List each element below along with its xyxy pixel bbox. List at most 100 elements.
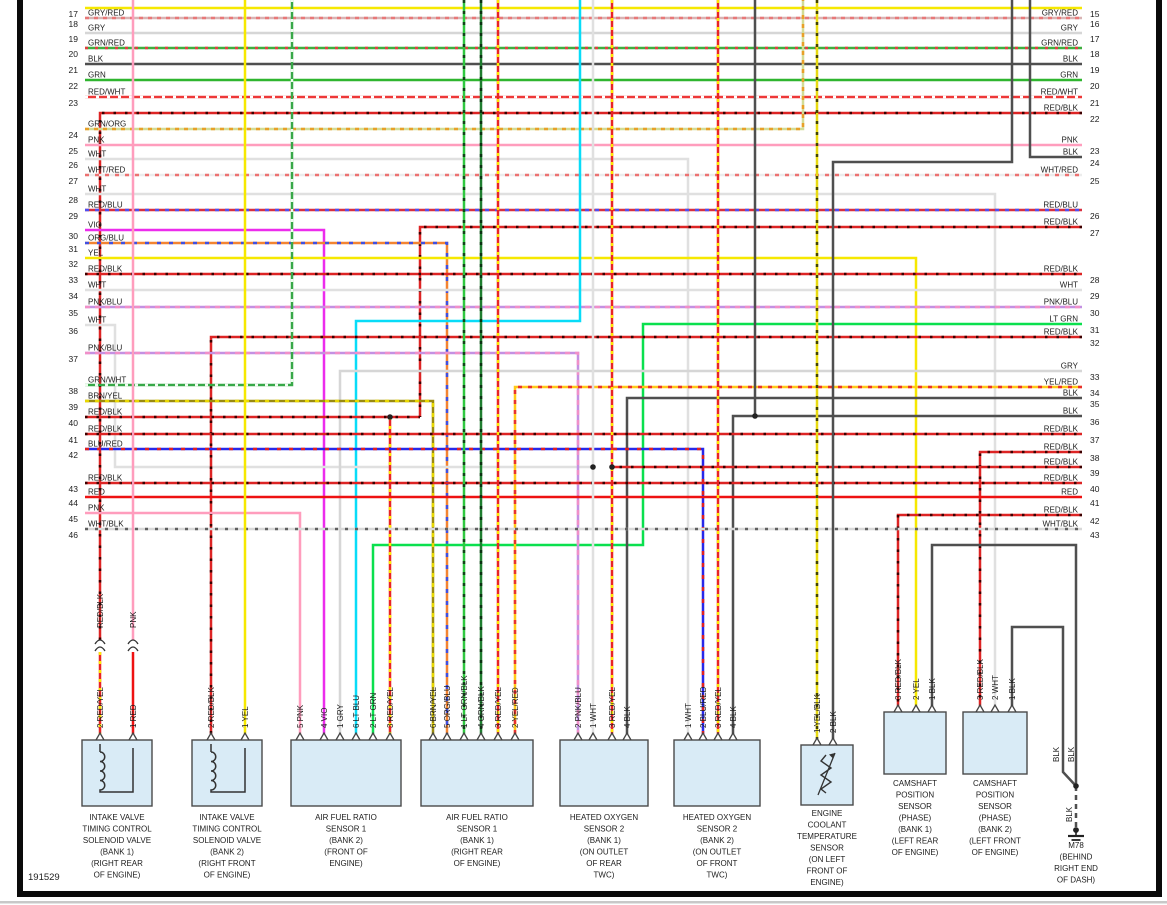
pin-arrow-icon <box>128 731 138 741</box>
pin-arrow-icon <box>442 731 452 741</box>
left-wire-color-label: VIO <box>88 221 102 230</box>
border-left <box>17 0 23 897</box>
wire-stripe <box>85 351 580 734</box>
component-caption: (LEFT REAR <box>892 837 939 846</box>
right-wire-color-label: RED/BLK <box>1044 458 1079 467</box>
pin-arrow-icon <box>295 731 305 741</box>
component-box <box>420 739 534 807</box>
left-wire-color-label: WHT/BLK <box>88 520 124 529</box>
right-pin-number: 31 <box>1090 325 1100 335</box>
pin-wire-label: 4 VIO <box>320 708 329 728</box>
left-pin-number: 38 <box>69 386 79 396</box>
left-pin-number: 24 <box>69 130 79 140</box>
component: 2 RED/BLK 1 YEL INTAKE VALVE TIMING CONTROL… <box>191 686 263 880</box>
wire: BLK <box>731 414 1082 734</box>
component-caption: (ON OUTLET <box>693 848 742 857</box>
wire-stripe <box>896 513 1082 706</box>
component-caption: OF ENGINE) <box>204 871 251 880</box>
component-caption: TIMING CONTROL <box>192 825 262 834</box>
component-caption: (BANK 1) <box>587 836 621 845</box>
component-box <box>962 711 1028 775</box>
right-pin-number: 29 <box>1090 291 1100 301</box>
pin-arrow-icon <box>510 731 520 741</box>
component-caption: OF ENGINE) <box>94 871 141 880</box>
right-pin-number: 39 <box>1090 468 1100 478</box>
right-pin-number: 22 <box>1090 114 1100 124</box>
component-caption: POSITION <box>976 791 1014 800</box>
wire: PNK <box>85 511 302 734</box>
component-box <box>559 739 649 807</box>
right-pin-number: 28 <box>1090 275 1100 285</box>
pin-wire-label: 3 RED/YEL <box>386 687 395 728</box>
right-wire-color-label: YEL/RED <box>1044 378 1078 387</box>
ground-caption: M78 <box>1068 841 1084 850</box>
component-caption: OF ENGINE) <box>454 859 501 868</box>
right-wire-color-label: GRY <box>1061 362 1079 371</box>
pin-arrow-icon <box>713 731 723 741</box>
wire-break-symbols <box>94 639 139 652</box>
wire-stripe <box>85 0 805 131</box>
pin-arrow-icon <box>206 731 216 741</box>
pin-wire-label: 1 RED <box>129 704 138 728</box>
left-pin-number: 45 <box>69 514 79 524</box>
component-caption: ENGINE <box>812 809 843 818</box>
left-pin-number: 28 <box>69 195 79 205</box>
left-wire-color-label: RED/BLU <box>88 201 123 210</box>
component-caption: AIR FUEL RATIO <box>315 813 377 822</box>
left-pin-number: 20 <box>69 49 79 59</box>
component-caption: CAMSHAFT <box>973 779 1017 788</box>
pin-arrow-icon <box>240 731 250 741</box>
component-caption: (RIGHT REAR <box>451 848 503 857</box>
left-pin-number: 33 <box>69 275 79 285</box>
component: 3 RED/BLK 2 WHT 1 BLK CAMSHAFT POSITION SENSO… <box>962 658 1028 857</box>
left-pin-number: 22 <box>69 81 79 91</box>
component-caption: TIMING CONTROL <box>82 825 152 834</box>
pin-wire-label: 2 BLK <box>829 711 838 733</box>
left-pin-number: 23 <box>69 98 79 108</box>
pin-wire-label: 1 YEL/BLK <box>813 693 822 733</box>
right-wire-color-label: WHT <box>1060 281 1078 290</box>
left-pin-number: 25 <box>69 146 79 156</box>
left-pin-number: 46 <box>69 530 79 540</box>
component-caption: (RIGHT REAR <box>91 859 143 868</box>
wire-color-label: RED/BLK <box>96 593 105 628</box>
component-caption: (LEFT FRONT <box>969 837 1021 846</box>
wire: RED/BLK <box>209 335 1082 734</box>
right-pin-number: 21 <box>1090 98 1100 108</box>
left-wire-color-label: RED <box>88 488 105 497</box>
component-caption: OF ENGINE) <box>892 848 939 857</box>
component-caption: (FRONT OF <box>324 848 368 857</box>
left-pin-number: 26 <box>69 160 79 170</box>
right-wire-color-label: BLK <box>1063 389 1079 398</box>
right-wire-color-label: GRY <box>1061 24 1079 33</box>
pin-arrow-icon <box>975 703 985 713</box>
left-wire-color-label: PNK/BLU <box>88 344 122 353</box>
right-wire-color-label: RED <box>1061 488 1078 497</box>
left-pin-number: 35 <box>69 308 79 318</box>
component-caption: SOLENOID VALVE <box>193 836 261 845</box>
break-icon <box>94 639 106 645</box>
wire: LT BLU <box>354 0 582 734</box>
break-icon <box>94 646 106 652</box>
pin-arrow-icon <box>622 731 632 741</box>
component-box <box>81 739 153 807</box>
wire: BLK <box>1028 0 1082 159</box>
right-pin-number: 26 <box>1090 211 1100 221</box>
left-pin-number: 36 <box>69 326 79 336</box>
right-wire-color-label: PNK/BLU <box>1044 298 1078 307</box>
left-wire-color-label: BLU/RED <box>88 440 123 449</box>
component-caption: (BANK 1) <box>460 836 494 845</box>
pin-arrow-icon <box>319 731 329 741</box>
right-pin-number: 34 <box>1090 388 1100 398</box>
wire-stripe <box>418 225 1082 417</box>
junction-dot-icon <box>387 414 393 420</box>
junction-dot-icon <box>1073 783 1079 789</box>
left-pin-number: 21 <box>69 65 79 75</box>
wire: LT GRN <box>371 322 1082 734</box>
ground-caption: OF DASH) <box>1057 876 1096 885</box>
left-wire-color-label: ORG/BLU <box>88 234 124 243</box>
pin-arrow-icon <box>1007 703 1017 713</box>
component-caption: ENGINE) <box>810 878 844 887</box>
right-pin-number: 16 <box>1090 19 1100 29</box>
pin-arrow-icon <box>368 731 378 741</box>
